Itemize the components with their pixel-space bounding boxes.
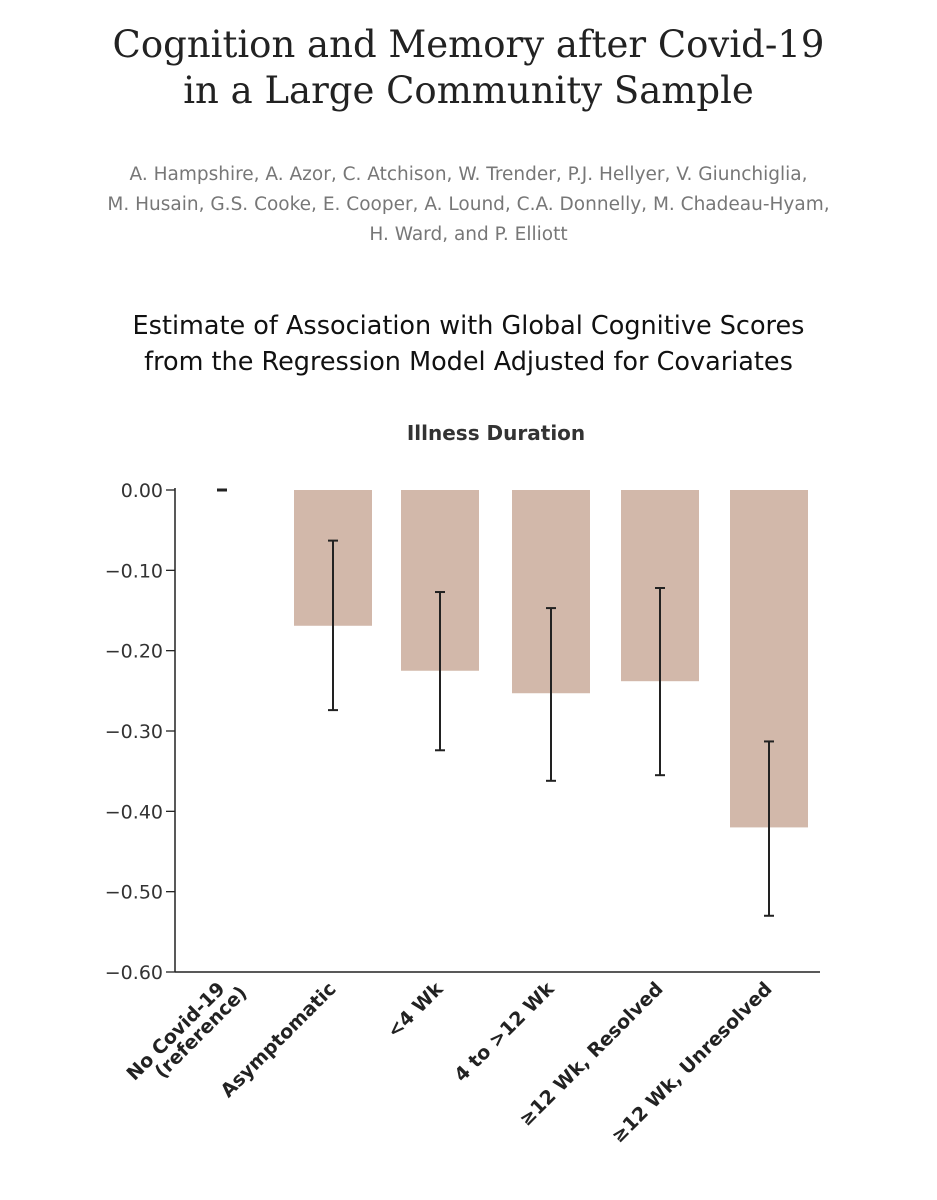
x-tick-label: <4 Wk [383, 978, 448, 1043]
subtitle-line: Estimate of Association with Global Cogn… [132, 311, 805, 341]
y-tick-label: −0.30 [105, 721, 163, 743]
y-tick-label: −0.60 [105, 962, 163, 984]
y-tick-label: −0.50 [105, 882, 163, 904]
y-tick-label: −0.10 [105, 560, 163, 582]
chart-subtitle: Estimate of Association with Global Cogn… [0, 308, 937, 380]
title-line: Cognition and Memory after Covid-19 [112, 23, 825, 66]
y-tick-label: −0.20 [105, 641, 163, 663]
y-tick-label: −0.40 [105, 801, 163, 823]
subtitle-line: from the Regression Model Adjusted for C… [144, 347, 793, 377]
author-list: A. Hampshire, A. Azor, C. Atchison, W. T… [0, 160, 937, 250]
chart-title: Illness Duration [407, 421, 585, 445]
authors-line: H. Ward, and P. Elliott [369, 224, 568, 245]
y-tick-label: 0.00 [121, 480, 163, 502]
x-tick-label: 4 to >12 Wk [450, 978, 559, 1087]
authors-line: A. Hampshire, A. Azor, C. Atchison, W. T… [129, 164, 808, 185]
paper-title: Cognition and Memory after Covid-19 in a… [0, 22, 937, 114]
title-line: in a Large Community Sample [183, 69, 754, 112]
authors-line: M. Husain, G.S. Cooke, E. Cooper, A. Lou… [107, 194, 830, 215]
